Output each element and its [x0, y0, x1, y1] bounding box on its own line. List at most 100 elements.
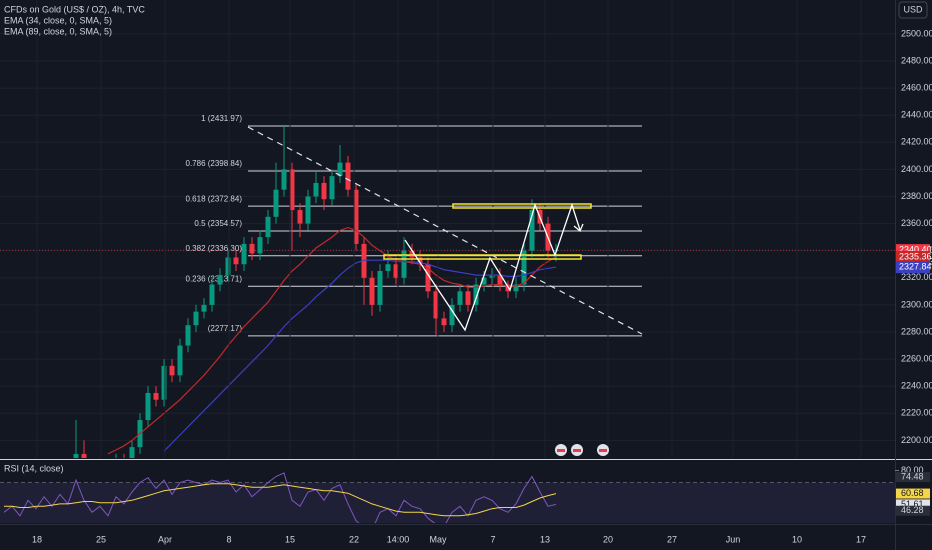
candle-body — [377, 271, 383, 305]
rsi-line — [3, 472, 557, 523]
candle-body — [305, 196, 311, 224]
candle-body — [529, 210, 535, 251]
candle-body — [385, 264, 391, 272]
fib-label: 0.786 (2398.84) — [186, 159, 243, 168]
candle-body — [201, 304, 207, 312]
event-flag — [557, 449, 565, 452]
y-tick-label: 2500.00 — [901, 28, 932, 38]
y-tick-label: 2220.00 — [901, 408, 932, 418]
candle-body — [369, 277, 375, 305]
candle-body — [329, 176, 335, 200]
y-tick-label: 2360.00 — [901, 218, 932, 228]
event-icons — [555, 444, 609, 456]
rsi-tag — [896, 499, 930, 510]
price-tag-label: 2335.36 — [899, 251, 932, 261]
candle-body — [481, 277, 487, 285]
x-tick-label: 20 — [603, 534, 613, 544]
candle-body — [73, 453, 79, 458]
candle-body — [177, 345, 183, 376]
arrow-head — [573, 223, 584, 233]
y-tick-label: 2420.00 — [901, 137, 932, 147]
candle-body — [193, 311, 199, 326]
event-flag — [573, 449, 581, 452]
candle-body — [273, 189, 279, 217]
y-tick-label: 2280.00 — [901, 326, 932, 336]
candle-body — [313, 182, 319, 197]
fib-label: 0.5 (2354.57) — [194, 219, 242, 228]
candle-body — [289, 169, 295, 211]
candle-body — [409, 250, 415, 258]
candle-body — [345, 162, 351, 190]
x-tick-label: 8 — [226, 534, 231, 544]
x-tick-label: 25 — [96, 534, 106, 544]
candle-body — [393, 264, 399, 278]
rsi-line — [4, 483, 557, 517]
x-tick-label: May — [429, 534, 447, 544]
rsi-legend: RSI (14, close) — [4, 463, 64, 473]
x-tick-label: 13 — [540, 534, 550, 544]
x-tick-label: 10 — [792, 534, 802, 544]
y-tick-label: 2380.00 — [901, 191, 932, 201]
candle-body — [497, 275, 503, 285]
candle-body — [233, 257, 239, 265]
x-tick-label: Jun — [726, 534, 741, 544]
ema89-legend: EMA (89, close, 0, SMA, 5) — [4, 26, 112, 36]
currency-box[interactable] — [898, 1, 928, 19]
x-tick-label: 7 — [490, 534, 495, 544]
candle-body — [153, 392, 159, 400]
support-zone — [383, 254, 582, 260]
x-tick-label: 17 — [856, 534, 866, 544]
candle-body — [185, 325, 191, 346]
resistance-zone — [452, 203, 592, 209]
candle-body — [521, 250, 527, 285]
candle-body — [217, 275, 223, 285]
rsi-tag — [896, 488, 930, 499]
candle-body — [473, 284, 479, 305]
rsi-tag-label: 51.61 — [901, 499, 924, 509]
candle-body — [81, 453, 87, 458]
rsi-tag-label: 60.68 — [901, 488, 924, 498]
ema34-legend: EMA (34, close, 0, SMA, 5) — [4, 15, 112, 25]
y-tick-label: 2240.00 — [901, 381, 932, 391]
candle-body — [489, 275, 495, 278]
x-tick-label: 18 — [32, 534, 42, 544]
candle-body — [161, 365, 167, 400]
rsi-tick-label: 80.00 — [901, 465, 924, 475]
candle-body — [337, 162, 343, 177]
annotations — [247, 126, 643, 456]
candle-body — [249, 243, 255, 254]
fib-label: 0.618 (2372.84) — [186, 194, 243, 203]
price-tag — [896, 250, 930, 263]
currency[interactable]: USD — [903, 4, 923, 14]
candle-body — [129, 447, 135, 458]
candle-body — [297, 210, 303, 224]
y-tick-label: 2480.00 — [901, 55, 932, 65]
price-pane: 1 (2431.97) 0.786 (2398.84) 0.618 (2372.84… — [0, 0, 895, 458]
candle-body — [417, 257, 423, 265]
rsi-tag — [896, 505, 930, 516]
fib-label: 1 (2431.97) — [201, 114, 242, 123]
price-tag-label: 2340.40 — [899, 245, 932, 255]
candle-body — [257, 237, 263, 254]
candle-body — [225, 257, 231, 276]
axes: 2200.002220.002240.002260.002280.002300.… — [32, 28, 932, 544]
x-tick-label: Apr — [158, 534, 172, 544]
candle-body — [513, 284, 519, 292]
price-tag — [896, 261, 930, 274]
candle-body — [449, 304, 455, 326]
candle-body — [361, 243, 367, 278]
x-tick-label: 27 — [667, 534, 677, 544]
symbol-legend: CFDs on Gold (US$ / OZ), 4h, TVC — [4, 4, 145, 14]
candle-body — [353, 189, 359, 244]
y-tick-label: 2300.00 — [901, 299, 932, 309]
candle-body — [457, 291, 463, 305]
candle-body — [433, 291, 439, 319]
x-tick-label: 15 — [285, 534, 295, 544]
rsi-tag — [896, 472, 930, 483]
rsi-tag-label: 46.28 — [901, 505, 924, 515]
price-tag-label: 2327.84 — [899, 262, 932, 272]
fib-label: (2277.17) — [208, 324, 243, 333]
y-tick-label: 2260.00 — [901, 353, 932, 363]
